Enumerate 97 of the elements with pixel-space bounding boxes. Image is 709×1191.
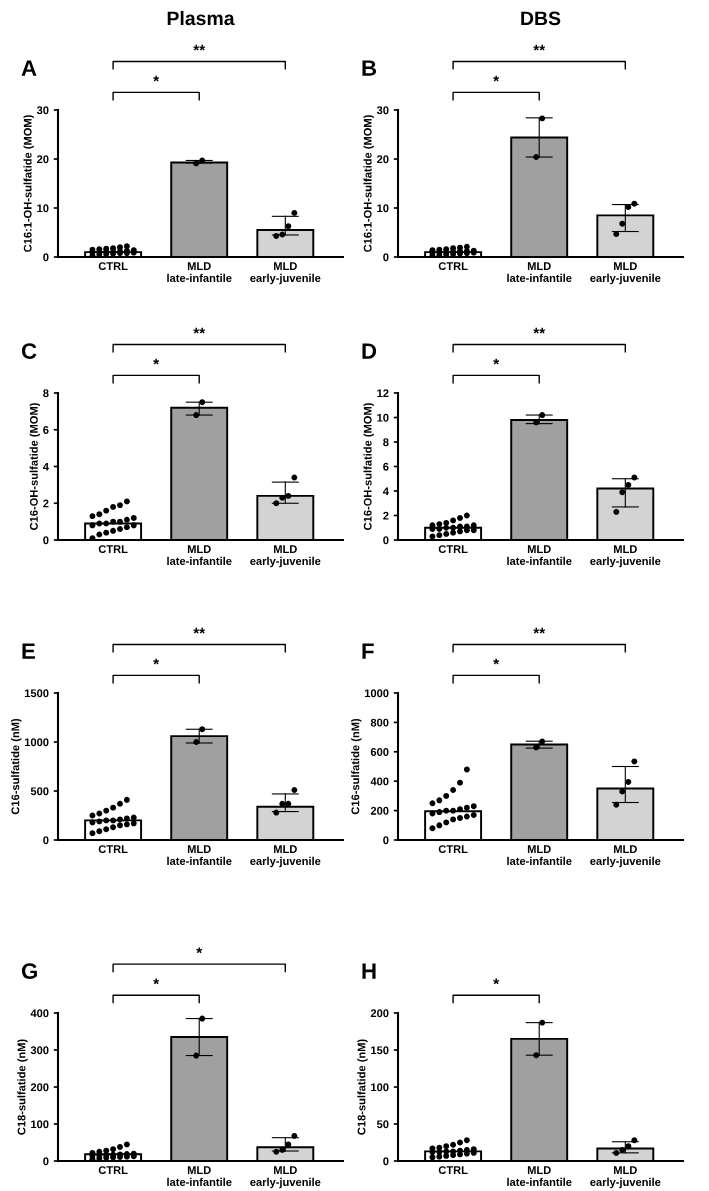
chart-subtitle: DBS — [521, 11, 561, 26]
y-tick-label: 200 — [370, 1009, 389, 1018]
x-tick-label: CTRL — [438, 545, 468, 554]
y-tick-label: 20 — [377, 155, 389, 164]
x-tick-label: MLD early-juvenile — [590, 845, 661, 868]
y-axis-title: C16:1-OH-sulfatide (MOM) — [363, 115, 374, 252]
y-tick-label: 0 — [383, 836, 389, 845]
y-tick-label: 0 — [43, 836, 49, 845]
y-tick-label: 8 — [383, 438, 389, 447]
x-tick-label: MLD early-juvenile — [250, 845, 321, 868]
x-tick-label: MLD late-infantile — [507, 1166, 572, 1186]
text: * — [493, 658, 500, 665]
text: ** — [193, 44, 206, 51]
y-tick-label: 0 — [383, 253, 389, 262]
text: * — [493, 358, 500, 365]
y-axis-title: C18-sulfatide (nM) — [357, 1039, 368, 1135]
x-tick-label: MLD late-infantile — [167, 262, 232, 282]
y-tick-label: 100 — [31, 1120, 49, 1129]
y-tick-label: 2 — [43, 499, 49, 508]
x-tick-label: MLD early-juvenile — [250, 545, 321, 568]
y-tick-label: 12 — [377, 389, 389, 398]
y-tick-label: 200 — [30, 1083, 49, 1092]
y-tick-label: 400 — [30, 1009, 49, 1018]
y-tick-label: 1000 — [364, 689, 389, 698]
y-tick-label: 500 — [30, 787, 49, 796]
y-tick-label: 10 — [377, 204, 389, 213]
y-tick-label: 1500 — [24, 689, 49, 698]
y-tick-label: 6 — [43, 426, 49, 434]
x-tick-label: MLD late-infantile — [167, 545, 232, 565]
text: ** — [193, 327, 206, 334]
text: * — [153, 978, 160, 985]
y-tick-label: 4 — [42, 462, 49, 471]
y-tick-label: 6 — [383, 462, 389, 471]
x-tick-label: MLD early-juvenile — [250, 262, 321, 285]
x-tick-label: CTRL — [98, 545, 128, 554]
y-tick-label: 50 — [376, 1120, 389, 1129]
chart-title: A — [21, 60, 37, 76]
x-tick-label: MLD early-juvenile — [590, 545, 661, 568]
text: * — [493, 978, 500, 985]
y-axis-title: C16-sulfatide (nM) — [351, 718, 362, 815]
y-tick-label: 150 — [371, 1046, 389, 1055]
x-tick-label: MLD late-infantile — [167, 1166, 232, 1186]
x-tick-label: MLD late-infantile — [507, 845, 572, 865]
y-tick-label: 10 — [377, 413, 389, 422]
y-tick-label: 100 — [371, 1083, 389, 1092]
text: * — [153, 358, 160, 365]
y-axis-title: C16-OH-sulfatide (MOM) — [363, 403, 374, 530]
x-tick-label: CTRL — [98, 262, 128, 271]
y-tick-label: 30 — [36, 106, 49, 115]
y-tick-label: 0 — [383, 536, 389, 545]
y-tick-label: 2 — [383, 511, 389, 520]
x-tick-label: CTRL — [438, 845, 468, 854]
x-tick-label: MLD early-juvenile — [250, 1166, 321, 1189]
text: ** — [193, 627, 206, 634]
text: ** — [533, 327, 546, 334]
y-tick-label: 200 — [370, 806, 389, 815]
x-tick-label: CTRL — [98, 1166, 128, 1175]
y-tick-label: 1000 — [24, 738, 49, 747]
text: ** — [533, 44, 546, 51]
chart-title: E — [22, 643, 35, 659]
text: ** — [533, 627, 546, 634]
chart-title: G — [21, 963, 37, 979]
chart-subtitle: Plasma — [167, 10, 235, 26]
x-tick-label: CTRL — [98, 845, 128, 854]
y-tick-label: 300 — [30, 1046, 49, 1055]
y-tick-label: 20 — [37, 155, 49, 164]
y-tick-label: 0 — [43, 1157, 49, 1166]
chart-title: C — [21, 343, 37, 359]
x-tick-label: CTRL — [438, 1166, 468, 1175]
text: * — [153, 75, 160, 82]
y-tick-label: 4 — [382, 487, 389, 496]
x-tick-label: MLD late-infantile — [167, 845, 232, 865]
x-tick-label: CTRL — [438, 262, 468, 271]
y-tick-label: 800 — [370, 718, 389, 727]
y-axis-title: C16-sulfatide (nM) — [11, 718, 22, 815]
chart-title: F — [362, 643, 374, 659]
text: * — [196, 947, 203, 954]
x-tick-label: MLD early-juvenile — [590, 262, 661, 285]
y-tick-label: 0 — [43, 536, 49, 545]
y-tick-label: 8 — [43, 389, 49, 398]
x-tick-label: MLD late-infantile — [507, 545, 572, 565]
y-axis-title: C16:1-OH-sulfatide (MOM) — [23, 115, 34, 252]
text: * — [153, 658, 160, 665]
y-tick-label: 30 — [376, 106, 389, 115]
y-tick-label: 10 — [37, 204, 49, 213]
x-tick-label: MLD late-infantile — [507, 262, 572, 282]
y-tick-label: 400 — [370, 777, 389, 786]
x-tick-label: MLD early-juvenile — [590, 1166, 661, 1189]
y-tick-label: 0 — [43, 253, 49, 262]
y-axis-title: C16-OH-sulfatide (MOM) — [29, 403, 41, 530]
chart-title: B — [362, 60, 377, 76]
y-axis-title: C18-sulfatide (nM) — [17, 1039, 28, 1135]
y-tick-label: 0 — [383, 1157, 389, 1166]
chart-title: D — [362, 343, 377, 359]
chart-title: H — [362, 963, 376, 979]
text: * — [493, 75, 500, 82]
y-tick-label: 600 — [370, 748, 389, 756]
